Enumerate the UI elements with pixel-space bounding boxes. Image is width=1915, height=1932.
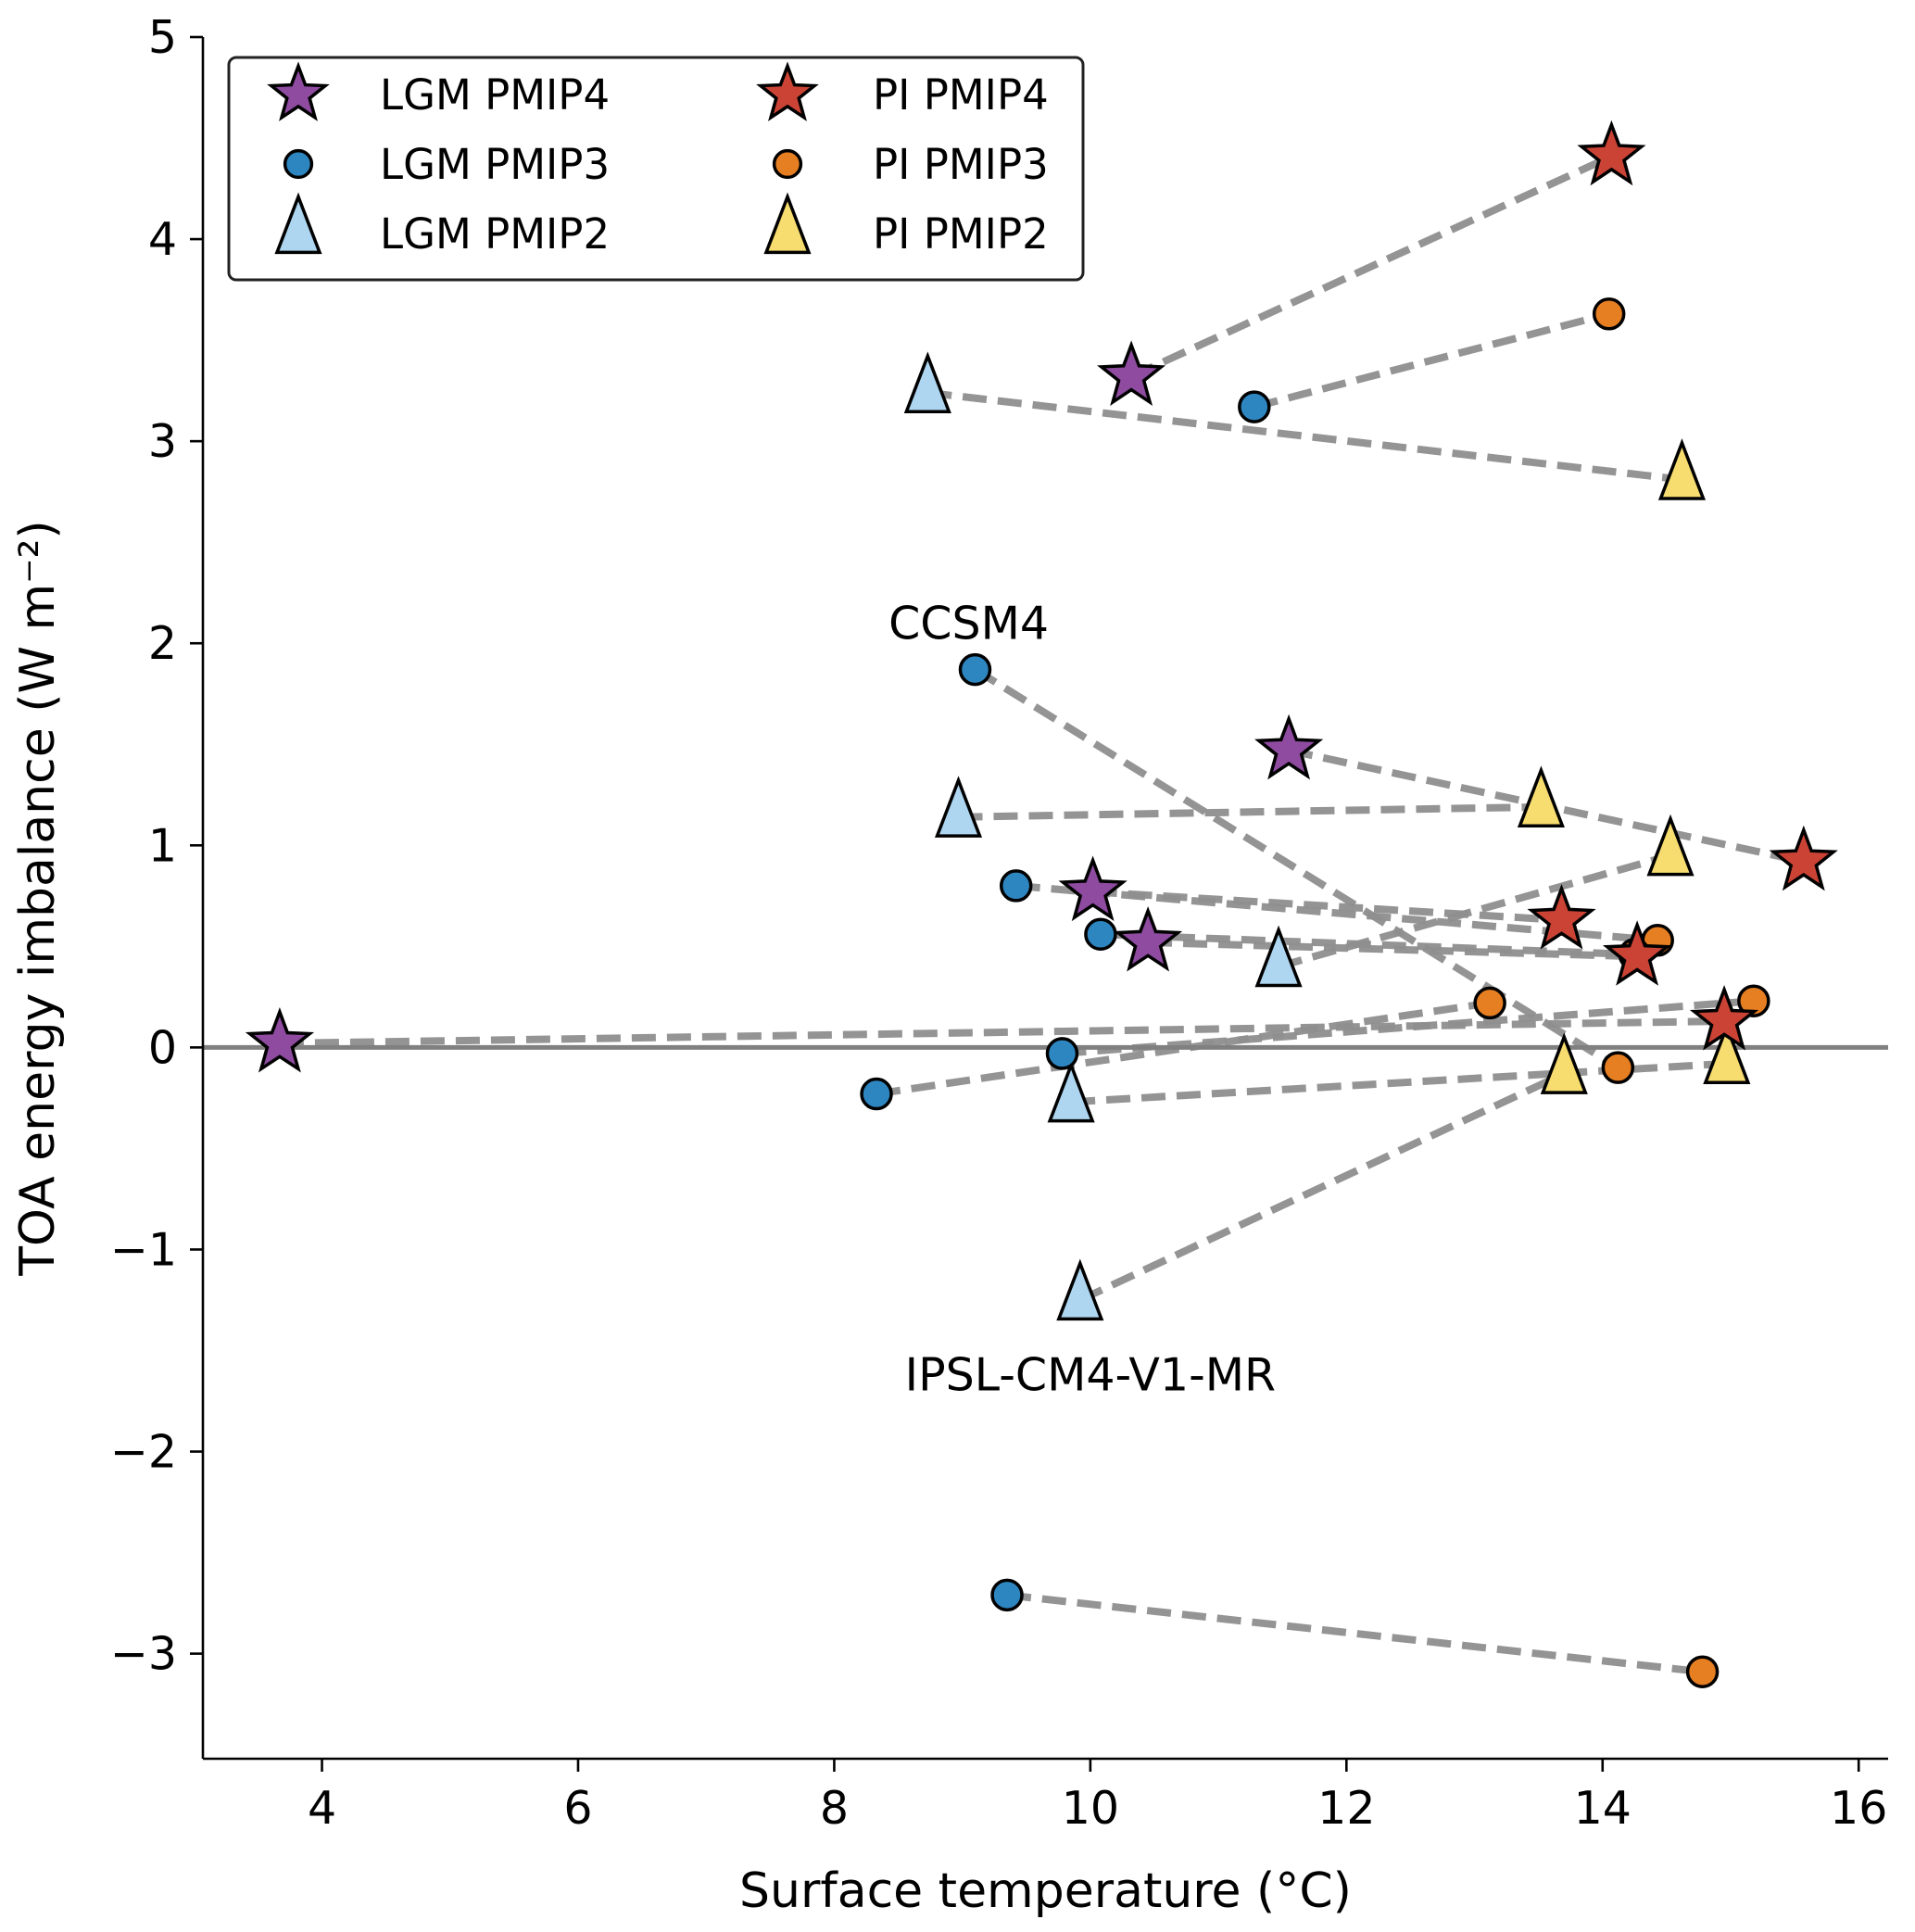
x-tick-label: 16 (1830, 1782, 1887, 1835)
y-tick-label: −2 (110, 1426, 177, 1479)
pair-dashed-line (973, 666, 1620, 1071)
legend-marker-lgm-pmip3 (283, 148, 314, 180)
pair-dashed-line (1277, 852, 1672, 970)
lgm-pmip2-point (903, 351, 951, 413)
pair-dashed-line (1129, 153, 1614, 381)
legend-marker-pi-pmip3 (772, 148, 803, 180)
lgm-pmip4-point (1097, 340, 1166, 406)
pair-dashed-line (1062, 997, 1755, 1057)
lgm-pmip4-point (1254, 713, 1324, 780)
legend-label: LGM PMIP3 (380, 140, 610, 189)
legend-label: LGM PMIP4 (380, 70, 610, 120)
pair-dashed-line (1078, 1070, 1566, 1304)
x-tick-label: 6 (563, 1782, 592, 1835)
pair-dashed-line (1092, 888, 1562, 924)
lgm-pmip3-point (1238, 390, 1271, 423)
y-tick-label: −1 (110, 1223, 177, 1276)
y-tick-label: 4 (148, 213, 177, 266)
pi-pmip3-point (1737, 984, 1770, 1017)
y-tick-label: 3 (148, 415, 177, 468)
pi-pmip2-point (1540, 1032, 1588, 1094)
lgm-pmip3-point (990, 1578, 1024, 1612)
pair-dashed-line (876, 999, 1491, 1098)
y-tick-label: −3 (110, 1628, 177, 1681)
lgm-pmip3-point (860, 1077, 893, 1111)
pi-pmip2-point (1517, 765, 1565, 828)
pi-pmip4-point (1577, 120, 1646, 186)
y-ticks: −3 −2 −1 0 1 2 3 4 5 (110, 11, 203, 1681)
legend-label: PI PMIP2 (873, 209, 1049, 259)
legend-marker-pi-pmip4 (756, 61, 819, 121)
annotation-ipsl: IPSL-CM4-V1-MR (905, 1349, 1276, 1402)
lgm-pmip3-point (999, 869, 1033, 903)
y-tick-label: 5 (148, 11, 177, 64)
y-tick-label: 0 (148, 1021, 177, 1074)
pi-pmip2-point (1703, 1022, 1751, 1084)
lgm-pmip3-point (1084, 917, 1117, 952)
x-tick-label: 4 (308, 1782, 336, 1835)
y-axis-label: TOA energy imbalance (W m⁻²) (10, 520, 66, 1276)
x-tick-label: 8 (820, 1782, 849, 1835)
pi-pmip4-point (1769, 825, 1838, 891)
annotations: CCSM4 IPSL-CM4-V1-MR (888, 597, 1276, 1401)
lgm-pmip3-point (958, 652, 992, 687)
pair-dashed-line (1006, 1591, 1704, 1676)
pair-dashed-line (279, 1017, 1725, 1048)
y-tick-label: 2 (148, 617, 177, 670)
legend-label: LGM PMIP2 (380, 209, 610, 259)
lgm-pmip4-point (1058, 855, 1128, 922)
pi-pmip4-point (1602, 920, 1672, 986)
pi-pmip2-point (1646, 814, 1695, 877)
pi-pmip3-point (1685, 1655, 1720, 1688)
x-ticks: 4 6 8 10 12 14 16 (308, 1759, 1887, 1835)
legend-marker-lgm-pmip2 (274, 192, 322, 255)
lgm-pmip4-point (1113, 906, 1183, 972)
lgm-pmip4-point (245, 1006, 315, 1073)
pi-pmip4-point (1689, 984, 1759, 1051)
y-tick-label: 1 (148, 819, 177, 872)
x-tick-label: 12 (1317, 1782, 1375, 1835)
legend: LGM PMIP4 LGM PMIP3 LGM PMIP2 PI PMIP4 PI PM… (227, 56, 1085, 282)
pair-dashed-line (958, 802, 1542, 821)
lgm-pmip2-point (1056, 1258, 1104, 1321)
lgm-pmip2-point (934, 776, 983, 838)
x-tick-label: 14 (1574, 1782, 1632, 1835)
markers (245, 120, 1838, 1688)
annotation-ccsm4: CCSM4 (888, 597, 1049, 650)
legend-marker-lgm-pmip4 (267, 61, 330, 121)
pair-dashed-line (1253, 309, 1610, 410)
x-axis-label: Surface temperature (°C) (739, 1863, 1352, 1919)
legend-marker-pi-pmip2 (763, 192, 812, 255)
lgm-pmip2-point (1047, 1060, 1095, 1123)
pair-dashed-line (1147, 938, 1638, 961)
pi-pmip3-point (1473, 986, 1506, 1020)
x-tick-label: 10 (1062, 1782, 1119, 1835)
legend-label: PI PMIP4 (873, 70, 1049, 120)
legend-label: PI PMIP3 (873, 140, 1049, 189)
pair-dashed-line (926, 388, 1682, 484)
pi-pmip2-point (1657, 438, 1707, 500)
pi-pmip4-point (1527, 884, 1596, 950)
pi-pmip3-point (1601, 1051, 1635, 1084)
pi-pmip3-point (1592, 297, 1626, 331)
legend-box (227, 56, 1085, 282)
lgm-pmip3-point (1045, 1037, 1079, 1070)
lgm-pmip2-point (1254, 925, 1303, 988)
